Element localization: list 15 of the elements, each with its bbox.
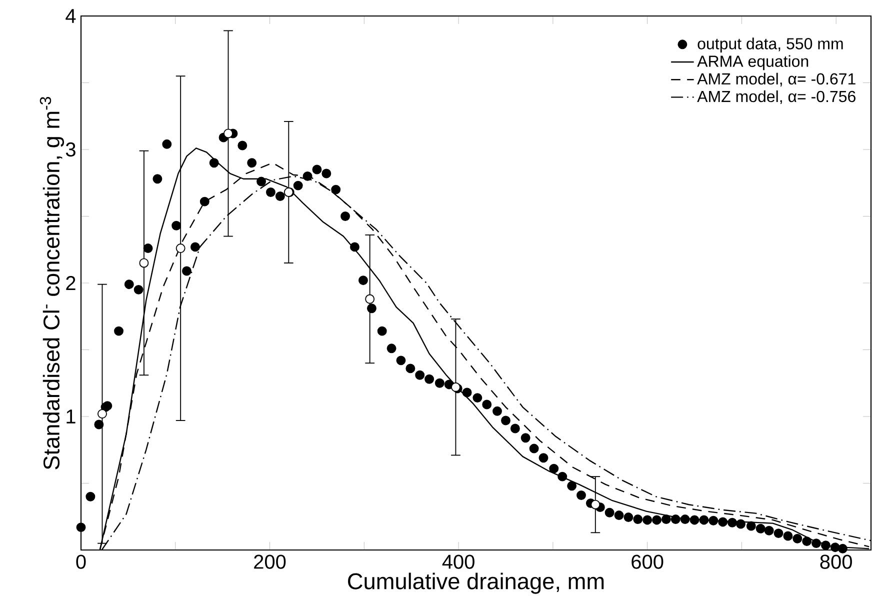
x-tick-label: 200 — [254, 554, 286, 569]
legend-label: AMZ model, α= -0.671 — [697, 72, 856, 86]
x-tick-label: 400 — [442, 554, 474, 569]
x-tick-label: 800 — [820, 554, 852, 569]
x-tick-label: 600 — [632, 554, 664, 569]
legend-label: output data, 550 mm — [698, 38, 843, 53]
legend-label: ARMA equation — [697, 55, 808, 70]
y-tick-label: 2 — [66, 276, 76, 290]
y-tick-label: 4 — [66, 9, 76, 23]
x-tick-label: 0 — [76, 554, 86, 569]
y-tick-label: 1 — [66, 410, 76, 424]
y-tick-label: 3 — [66, 142, 76, 157]
legend-label: AMZ model, α= -0.756 — [697, 90, 856, 104]
y-axis-title: Standardised Cl$^{-}$ concentration, g m$^{-3}$ — [40, 96, 64, 470]
x-axis-title: Cumulative drainage, mm — [348, 572, 604, 594]
